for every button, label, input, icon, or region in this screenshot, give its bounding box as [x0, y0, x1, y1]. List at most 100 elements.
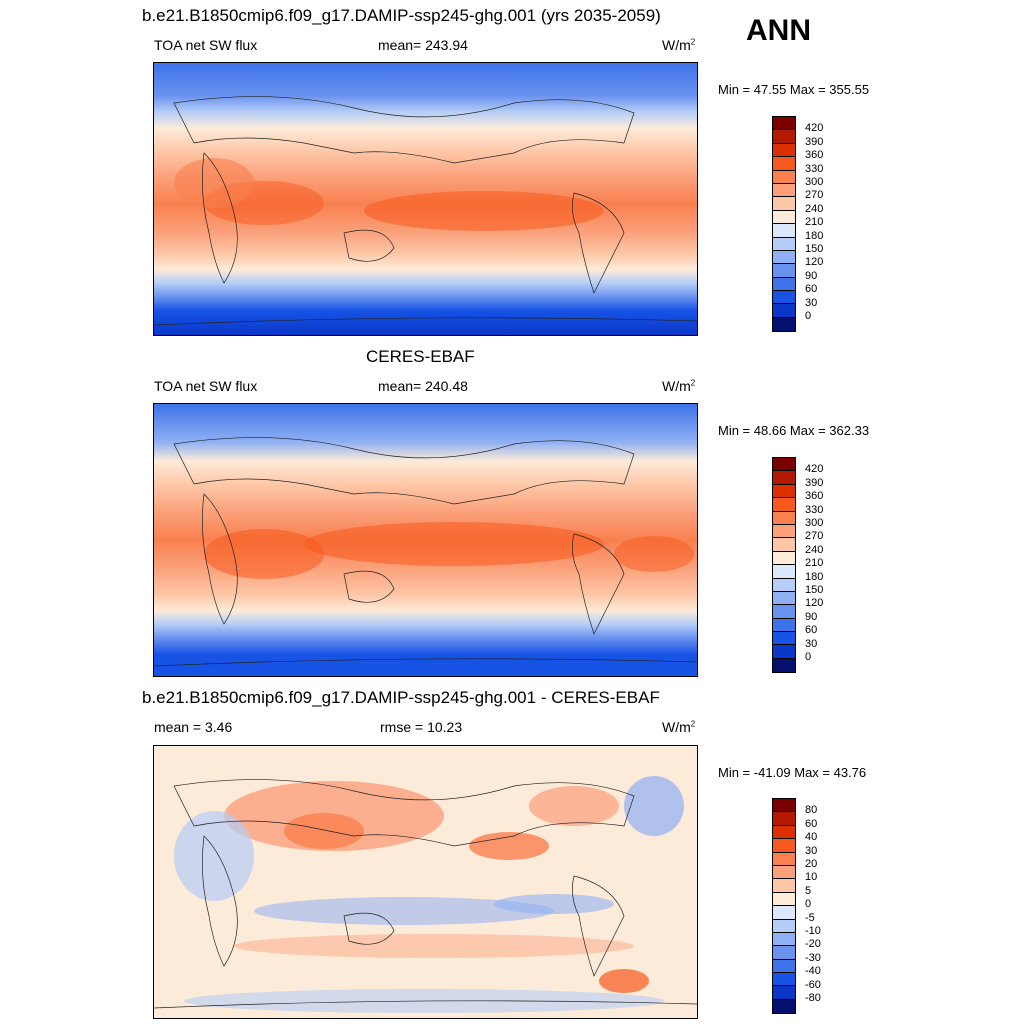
colorbar-tick-label: 210 — [805, 216, 824, 229]
colorbar-segment — [773, 825, 795, 840]
colorbar-segment — [773, 618, 795, 633]
colorbar-tick-label: 120 — [805, 256, 824, 269]
colorbar-segment — [773, 551, 795, 566]
colorbar-segment — [773, 959, 795, 974]
colorbar-segment — [773, 906, 795, 920]
colorbar-tick-label: 420 — [805, 122, 824, 135]
colorbar-segment — [773, 210, 795, 225]
colorbar-tick-label: 330 — [805, 503, 824, 516]
colorbar-tick-label: 120 — [805, 597, 824, 610]
colorbar-segment — [773, 565, 795, 579]
colorbar-tick-label: 90 — [805, 269, 818, 282]
colorbar-tick-label: 420 — [805, 463, 824, 476]
colorbar-tick-label: 360 — [805, 490, 824, 503]
colorbar-segment — [773, 291, 795, 305]
colorbar-tick-label: 390 — [805, 135, 824, 148]
colorbar-tick-label: 30 — [805, 296, 818, 309]
panel-3-colorbar — [772, 798, 796, 1015]
colorbar-segment — [773, 852, 795, 866]
colorbar-segment — [773, 250, 795, 265]
colorbar-tick-label: -20 — [805, 938, 821, 951]
colorbar-tick-label: 240 — [805, 543, 824, 556]
panel-1-colorbar — [772, 116, 796, 333]
colorbar-tick-label: 30 — [805, 637, 818, 650]
panel-1-title: b.e21.B1850cmip6.f09_g17.DAMIP-ssp245-gh… — [142, 6, 661, 25]
panel-1-map — [153, 62, 698, 336]
colorbar-segment — [773, 999, 795, 1014]
panel-3-map — [153, 745, 698, 1019]
colorbar-tick-label: 10 — [805, 871, 818, 884]
colorbar-segment — [773, 277, 795, 292]
colorbar-tick-label: 150 — [805, 243, 824, 255]
colorbar-tick-label: -40 — [805, 965, 821, 978]
season-label: ANN — [746, 14, 811, 47]
colorbar-segment — [773, 471, 795, 485]
colorbar-segment — [773, 304, 795, 318]
panel-2-colorbar — [772, 457, 796, 674]
colorbar-tick-label: 180 — [805, 570, 824, 583]
panel-3-mean-label: mean = 3.46 — [154, 719, 233, 735]
colorbar-segment — [773, 578, 795, 592]
panel-2-map-field — [154, 404, 697, 676]
colorbar-segment — [773, 130, 795, 144]
colorbar-tick-label: 20 — [805, 858, 818, 870]
colorbar-segment — [773, 839, 795, 853]
colorbar-tick-label: -10 — [805, 925, 821, 937]
colorbar-segment — [773, 879, 795, 893]
colorbar-tick-label: -5 — [805, 911, 815, 924]
colorbar-segment — [773, 224, 795, 238]
colorbar-tick-label: 240 — [805, 202, 824, 215]
colorbar-tick-label: 300 — [805, 176, 824, 188]
colorbar-tick-label: 80 — [805, 804, 818, 817]
panel-3-minmax: Min = -41.09 Max = 43.76 — [718, 765, 867, 780]
colorbar-tick-label: 150 — [805, 584, 824, 596]
panel-2-minmax: Min = 48.66 Max = 362.33 — [718, 423, 870, 438]
colorbar-tick-label: 5 — [805, 884, 812, 897]
colorbar-tick-label: 0 — [805, 310, 812, 322]
colorbar-segment — [773, 117, 795, 131]
colorbar-segment — [773, 264, 795, 278]
colorbar-segment — [773, 812, 795, 826]
panel-3-title: b.e21.B1850cmip6.f09_g17.DAMIP-ssp245-gh… — [142, 688, 660, 707]
colorbar-segment — [773, 658, 795, 673]
colorbar-tick-label: -80 — [805, 992, 821, 1004]
panel-2-map — [153, 403, 698, 677]
colorbar-segment — [773, 865, 795, 880]
colorbar-tick-label: 30 — [805, 844, 818, 857]
colorbar-segment — [773, 932, 795, 947]
colorbar-tick-label: -30 — [805, 951, 821, 964]
colorbar-tick-label: 0 — [805, 651, 812, 663]
colorbar-tick-label: 0 — [805, 898, 812, 911]
panel-2-field-label: TOA net SW flux — [154, 378, 258, 394]
panel-1-units-label: W/m2 — [662, 37, 696, 53]
colorbar-tick-label: 180 — [805, 229, 824, 242]
colorbar-segment — [773, 317, 795, 332]
colorbar-tick-label: 390 — [805, 476, 824, 489]
colorbar-segment — [773, 498, 795, 512]
colorbar-tick-label: 60 — [805, 817, 818, 830]
colorbar-segment — [773, 946, 795, 960]
panel-1-minmax: Min = 47.55 Max = 355.55 — [718, 82, 870, 97]
colorbar-tick-label: -60 — [805, 978, 821, 991]
panel-1-map-field — [154, 63, 697, 335]
colorbar-segment — [773, 892, 795, 907]
colorbar-tick-label: 40 — [805, 831, 818, 844]
colorbar-segment — [773, 143, 795, 158]
panel-2-title: CERES-EBAF — [366, 347, 475, 366]
colorbar-segment — [773, 605, 795, 619]
panel-3-map-field — [154, 746, 697, 1018]
colorbar-segment — [773, 237, 795, 251]
colorbar-tick-label: 330 — [805, 162, 824, 175]
panel-3-rmse-label: rmse = 10.23 — [380, 719, 463, 735]
colorbar-segment — [773, 591, 795, 606]
colorbar-segment — [773, 183, 795, 198]
colorbar-segment — [773, 511, 795, 525]
colorbar-tick-label: 300 — [805, 517, 824, 529]
colorbar-segment — [773, 973, 795, 987]
panel-1-mean-label: mean= 243.94 — [378, 37, 468, 53]
panel-3-units-label: W/m2 — [662, 719, 696, 735]
panel-1-field-label: TOA net SW flux — [154, 37, 258, 53]
colorbar-segment — [773, 197, 795, 211]
colorbar-segment — [773, 538, 795, 552]
colorbar-tick-label: 60 — [805, 283, 818, 296]
